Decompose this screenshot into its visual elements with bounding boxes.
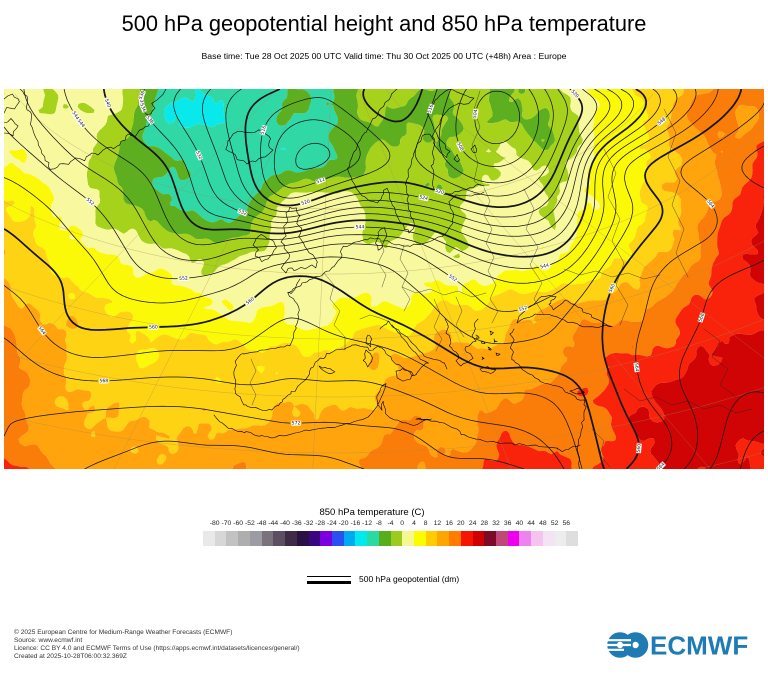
svg-text:ECMWF: ECMWF bbox=[650, 631, 748, 661]
